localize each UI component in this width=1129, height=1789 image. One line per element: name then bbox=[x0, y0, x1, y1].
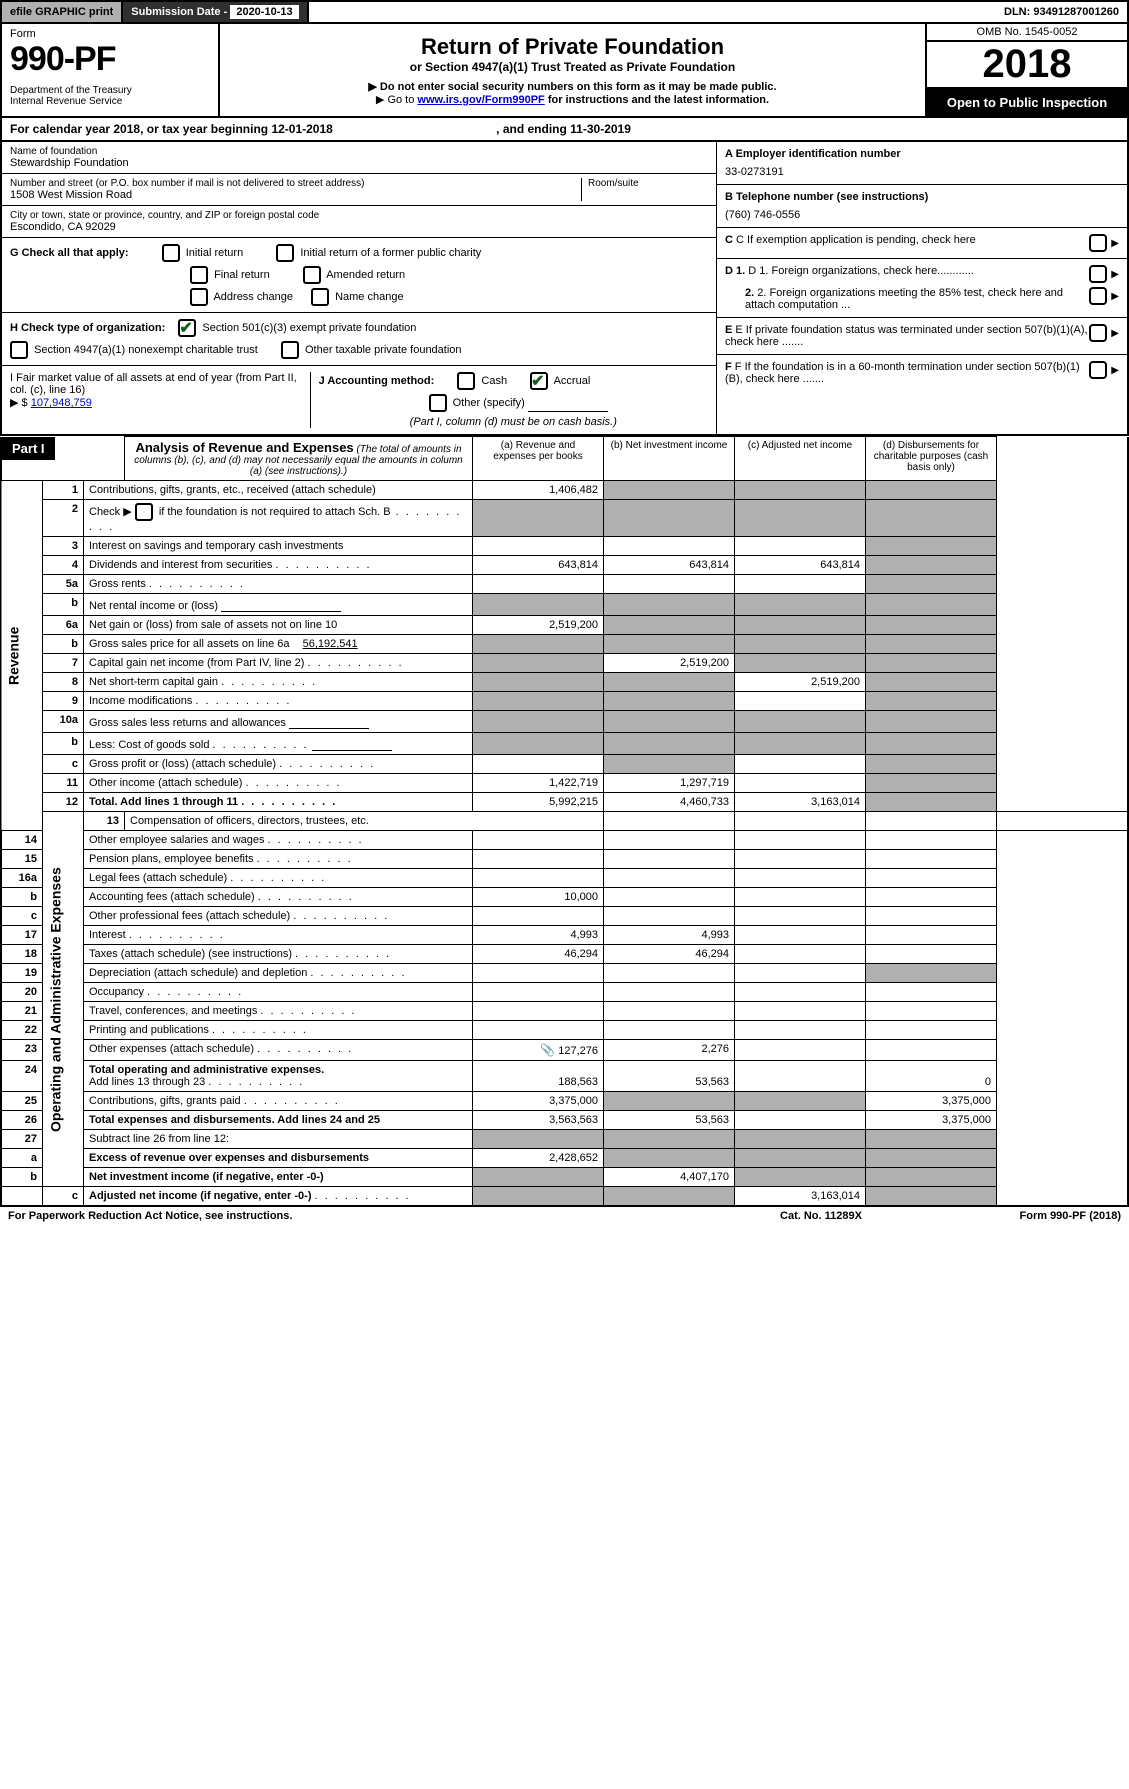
501c3-checkbox[interactable] bbox=[178, 319, 196, 337]
other-method-checkbox[interactable] bbox=[429, 394, 447, 412]
table-row: 18Taxes (attach schedule) (see instructi… bbox=[1, 945, 1128, 964]
table-row: 24Total operating and administrative exp… bbox=[1, 1061, 1128, 1092]
table-row: 8Net short-term capital gain 2,519,200 bbox=[1, 673, 1128, 692]
entity-left: Name of foundation Stewardship Foundatio… bbox=[2, 142, 716, 434]
table-row: 5aGross rents bbox=[1, 575, 1128, 594]
table-row: cGross profit or (loss) (attach schedule… bbox=[1, 755, 1128, 774]
dln: DLN: 93491287001260 bbox=[996, 2, 1127, 22]
name-change-checkbox[interactable] bbox=[311, 288, 329, 306]
f-checkbox[interactable] bbox=[1089, 361, 1107, 379]
omb-number: OMB No. 1545-0052 bbox=[927, 24, 1127, 42]
address-change-checkbox[interactable] bbox=[190, 288, 208, 306]
table-row: 11Other income (attach schedule) 1,422,7… bbox=[1, 774, 1128, 793]
e-checkbox[interactable] bbox=[1089, 324, 1107, 342]
form-subtitle: or Section 4947(a)(1) Trust Treated as P… bbox=[228, 60, 917, 74]
instructions-link[interactable]: www.irs.gov/Form990PF bbox=[417, 94, 544, 106]
section-d: D 1. D 1. Foreign organizations, check h… bbox=[717, 259, 1127, 318]
table-row: 22Printing and publications bbox=[1, 1021, 1128, 1040]
revenue-label: Revenue bbox=[1, 481, 43, 831]
table-row: bAccounting fees (attach schedule) 10,00… bbox=[1, 888, 1128, 907]
table-row: cOther professional fees (attach schedul… bbox=[1, 907, 1128, 926]
form-number: 990-PF bbox=[10, 40, 210, 79]
table-row: 4Dividends and interest from securities … bbox=[1, 556, 1128, 575]
table-row: 27Subtract line 26 from line 12: bbox=[1, 1130, 1128, 1149]
table-row: 3Interest on savings and temporary cash … bbox=[1, 537, 1128, 556]
table-row: bNet investment income (if negative, ent… bbox=[1, 1168, 1128, 1187]
c-checkbox[interactable] bbox=[1089, 234, 1107, 252]
table-row: 20Occupancy bbox=[1, 983, 1128, 1002]
table-row: 26Total expenses and disbursements. Add … bbox=[1, 1111, 1128, 1130]
ein-cell: A Employer identification number 33-0273… bbox=[717, 142, 1127, 185]
top-bar: efile GRAPHIC print Submission Date - 20… bbox=[0, 0, 1129, 24]
part1-label: Part I bbox=[2, 437, 55, 460]
accrual-checkbox[interactable] bbox=[530, 372, 548, 390]
efile-label: efile GRAPHIC print bbox=[2, 2, 123, 22]
part1-table: Part I Analysis of Revenue and Expenses … bbox=[0, 436, 1129, 1207]
expenses-label: Operating and Administrative Expenses bbox=[43, 812, 84, 1187]
4947-checkbox[interactable] bbox=[10, 341, 28, 359]
calendar-year-row: For calendar year 2018, or tax year begi… bbox=[0, 118, 1129, 142]
header-right: OMB No. 1545-0052 2018 Open to Public In… bbox=[925, 24, 1127, 116]
section-c: C C If exemption application is pending,… bbox=[717, 228, 1127, 259]
table-row: 6aNet gain or (loss) from sale of assets… bbox=[1, 616, 1128, 635]
submission-date: Submission Date - 2020-10-13 bbox=[123, 2, 308, 22]
tax-year: 2018 bbox=[927, 42, 1127, 89]
table-row: 15Pension plans, employee benefits bbox=[1, 850, 1128, 869]
table-row: 23Other expenses (attach schedule) 127,2… bbox=[1, 1040, 1128, 1061]
form-notes: ▶ Do not enter social security numbers o… bbox=[228, 80, 917, 106]
entity-right: A Employer identification number 33-0273… bbox=[716, 142, 1127, 434]
table-row: bGross sales price for all assets on lin… bbox=[1, 635, 1128, 654]
table-row: 14Other employee salaries and wages bbox=[1, 831, 1128, 850]
table-row: 7Capital gain net income (from Part IV, … bbox=[1, 654, 1128, 673]
form-title: Return of Private Foundation bbox=[228, 34, 917, 60]
amended-return-checkbox[interactable] bbox=[303, 266, 321, 284]
table-row: bNet rental income or (loss) bbox=[1, 594, 1128, 616]
foundation-city: City or town, state or province, country… bbox=[2, 206, 716, 238]
table-row: 21Travel, conferences, and meetings bbox=[1, 1002, 1128, 1021]
d2-checkbox[interactable] bbox=[1089, 287, 1107, 305]
section-g: G Check all that apply: Initial return I… bbox=[2, 238, 716, 313]
section-e: E E If private foundation status was ter… bbox=[717, 318, 1127, 355]
section-i-j: I Fair market value of all assets at end… bbox=[2, 366, 716, 434]
table-row: 19Depreciation (attach schedule) and dep… bbox=[1, 964, 1128, 983]
table-row: 9Income modifications bbox=[1, 692, 1128, 711]
table-row: bLess: Cost of goods sold bbox=[1, 733, 1128, 755]
table-row: 2 Check ▶ if the foundation is not requi… bbox=[1, 500, 1128, 537]
department: Department of the Treasury Internal Reve… bbox=[10, 85, 210, 107]
table-row: aExcess of revenue over expenses and dis… bbox=[1, 1149, 1128, 1168]
phone-cell: B Telephone number (see instructions) (7… bbox=[717, 185, 1127, 228]
attachment-icon[interactable] bbox=[540, 1045, 555, 1057]
section-h: H Check type of organization: Section 50… bbox=[2, 313, 716, 366]
table-row: 17Interest 4,9934,993 bbox=[1, 926, 1128, 945]
header-center: Return of Private Foundation or Section … bbox=[220, 24, 925, 116]
table-row: cAdjusted net income (if negative, enter… bbox=[1, 1187, 1128, 1207]
initial-return-checkbox[interactable] bbox=[162, 244, 180, 262]
header-left: Form 990-PF Department of the Treasury I… bbox=[2, 24, 220, 116]
initial-former-checkbox[interactable] bbox=[276, 244, 294, 262]
foundation-name: Name of foundation Stewardship Foundatio… bbox=[2, 142, 716, 174]
table-row: 16aLegal fees (attach schedule) bbox=[1, 869, 1128, 888]
form-container: efile GRAPHIC print Submission Date - 20… bbox=[0, 0, 1129, 1225]
table-row: 10aGross sales less returns and allowanc… bbox=[1, 711, 1128, 733]
section-f: F F If the foundation is in a 60-month t… bbox=[717, 355, 1127, 391]
fmv-link[interactable]: 107,948,759 bbox=[31, 397, 92, 409]
foundation-address: Number and street (or P.O. box number if… bbox=[2, 174, 716, 206]
final-return-checkbox[interactable] bbox=[190, 266, 208, 284]
table-row: 25Contributions, gifts, grants paid 3,37… bbox=[1, 1092, 1128, 1111]
form-header: Form 990-PF Department of the Treasury I… bbox=[0, 24, 1129, 118]
other-taxable-checkbox[interactable] bbox=[281, 341, 299, 359]
sch-b-checkbox[interactable] bbox=[135, 503, 153, 521]
page-footer: For Paperwork Reduction Act Notice, see … bbox=[0, 1207, 1129, 1225]
open-public-badge: Open to Public Inspection bbox=[927, 89, 1127, 116]
cash-checkbox[interactable] bbox=[457, 372, 475, 390]
d1-checkbox[interactable] bbox=[1089, 265, 1107, 283]
entity-info: Name of foundation Stewardship Foundatio… bbox=[0, 142, 1129, 436]
table-row: 12Total. Add lines 1 through 11 5,992,21… bbox=[1, 793, 1128, 812]
